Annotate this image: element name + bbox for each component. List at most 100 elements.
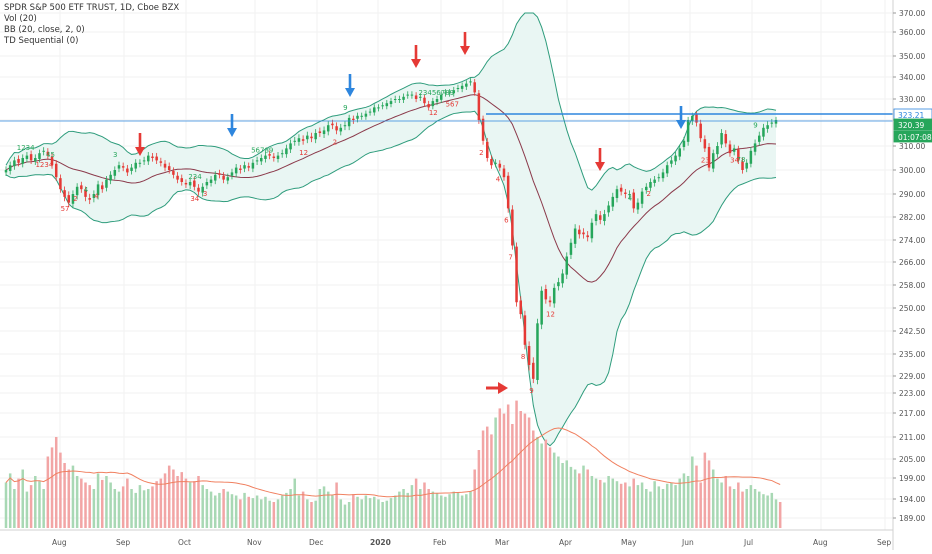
candle-body	[720, 133, 723, 145]
volume-bar	[193, 481, 196, 528]
candle-body	[741, 161, 744, 170]
volume-bar	[368, 498, 372, 528]
candle-body	[385, 103, 389, 107]
candle-body	[645, 186, 648, 191]
volume-indicator-label[interactable]: Vol (20)	[4, 14, 37, 24]
candle-body	[331, 123, 334, 126]
candle-body	[155, 156, 158, 161]
volume-bar	[226, 491, 230, 528]
candle-body	[724, 134, 728, 144]
td-setup-count-buy: 4	[628, 194, 633, 202]
volume-bar	[741, 491, 744, 528]
candle-body	[84, 190, 87, 197]
candle-body	[527, 346, 531, 365]
candle-body	[222, 175, 225, 180]
candle-body	[159, 161, 163, 163]
volume-bar	[565, 460, 569, 528]
candle-body	[569, 242, 573, 255]
candle-body	[469, 81, 472, 83]
volume-bar	[657, 486, 661, 528]
candle-body	[762, 127, 765, 137]
bollinger-indicator-label[interactable]: BB (20, close, 2, 0)	[4, 25, 85, 35]
candle-body	[552, 287, 556, 304]
volume-bar	[239, 499, 242, 528]
volume-bar	[92, 489, 96, 528]
td-setup-count-sell: 34	[190, 195, 199, 203]
price-axis-label: 330.00	[899, 95, 925, 104]
candle-body	[142, 160, 146, 162]
candle-body	[167, 166, 171, 170]
candle-body	[310, 136, 313, 139]
candle-body	[46, 151, 50, 156]
volume-bar	[84, 482, 87, 528]
volume-bar	[251, 498, 255, 528]
td-setup-count-sell: 12	[546, 310, 555, 318]
volume-bar	[373, 496, 376, 528]
td-sequential-indicator-label[interactable]: TD Sequential (0)	[4, 36, 79, 46]
candle-body	[205, 182, 209, 186]
td-setup-count-sell: 2	[333, 138, 337, 146]
price-axis-label: 266.00	[899, 258, 925, 267]
candle-body	[699, 123, 702, 139]
volume-bar	[54, 437, 58, 528]
candle-body	[377, 107, 380, 109]
candle-body	[511, 209, 514, 246]
volume-bar	[176, 476, 179, 528]
candle-body	[25, 155, 29, 159]
time-axis-label: Oct	[178, 538, 191, 547]
volume-bar	[172, 469, 175, 528]
candle-body	[653, 179, 656, 183]
volume-bar	[548, 447, 552, 528]
volume-bar	[619, 483, 623, 528]
candle-body	[121, 166, 125, 168]
candle-body	[565, 256, 569, 275]
volume-bar	[75, 476, 79, 528]
candle-body	[322, 130, 326, 135]
volume-bar	[151, 486, 154, 528]
bollinger-lower-band	[5, 110, 777, 447]
volume-bar	[615, 481, 619, 528]
td-setup-count-buy: 9	[753, 122, 757, 130]
candle-body	[364, 113, 368, 117]
td-setup-count-buy: 23456789	[418, 89, 454, 97]
candle-body	[515, 246, 518, 303]
candle-body	[293, 140, 297, 142]
volume-bar	[381, 502, 384, 528]
candle-body	[285, 148, 288, 155]
volume-bar	[8, 473, 12, 528]
volume-bar	[691, 456, 694, 528]
volume-bar	[532, 430, 535, 528]
volume-bar	[603, 482, 606, 528]
volume-bar	[682, 473, 686, 528]
volume-bar	[716, 478, 719, 528]
volume-bar	[439, 495, 443, 528]
candle-body	[352, 118, 355, 120]
volume-bar	[569, 466, 573, 528]
arrow-head	[595, 162, 605, 171]
time-axis-label: Nov	[247, 538, 262, 547]
symbol-title[interactable]: SPDR S&P 500 ETF TRUST, 1D, Cboe BZX	[4, 3, 180, 13]
volume-bar	[695, 465, 698, 528]
candle-body	[749, 150, 753, 164]
volume-bar	[260, 499, 263, 528]
candle-body	[197, 187, 200, 192]
volume-bar	[670, 482, 673, 528]
volume-bar	[611, 478, 615, 528]
candle-body	[465, 83, 468, 87]
volume-bar	[448, 494, 451, 528]
candle-body	[703, 139, 707, 149]
arrow-head	[411, 59, 421, 68]
volume-bar	[188, 482, 192, 528]
volume-bar	[247, 496, 250, 528]
volume-bar	[414, 478, 418, 528]
candle-body	[490, 158, 493, 166]
candle-body	[188, 182, 192, 186]
volume-bar	[778, 502, 782, 528]
candle-body	[138, 162, 142, 164]
price-axis-label: 250.00	[899, 304, 925, 313]
candle-body	[4, 170, 8, 173]
volume-bar	[624, 482, 627, 528]
price-axis-label: 223.00	[899, 389, 925, 398]
volume-bar	[586, 469, 589, 528]
